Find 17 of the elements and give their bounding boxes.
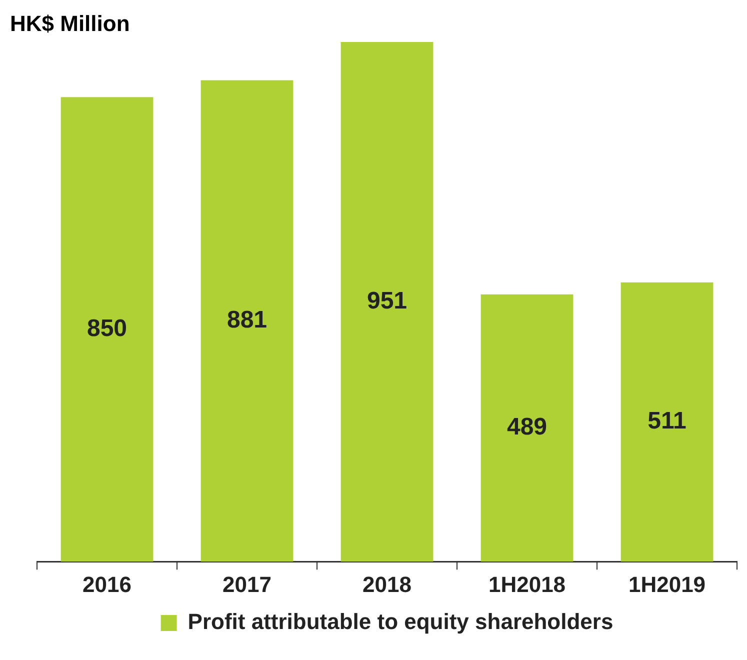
y-axis-title: HK$ Million (10, 11, 130, 36)
data-label: 881 (226, 306, 268, 334)
x-tick-label: 1H2019 (628, 572, 706, 597)
bar (340, 42, 434, 562)
x-tick-label: 2016 (82, 572, 132, 597)
data-label: 489 (506, 414, 548, 441)
data-label: 850 (86, 315, 128, 342)
x-tick-label: 2018 (362, 572, 412, 597)
x-tick-label: 2017 (222, 572, 272, 597)
data-label: 511 (648, 408, 686, 435)
bar (480, 294, 574, 562)
bar (620, 282, 714, 562)
bar (200, 80, 294, 562)
bar (60, 97, 154, 562)
x-tick-label: 1H2018 (488, 572, 566, 597)
legend-label: Profit attributable to equity shareholders (188, 609, 614, 634)
data-label: 951 (366, 287, 408, 314)
